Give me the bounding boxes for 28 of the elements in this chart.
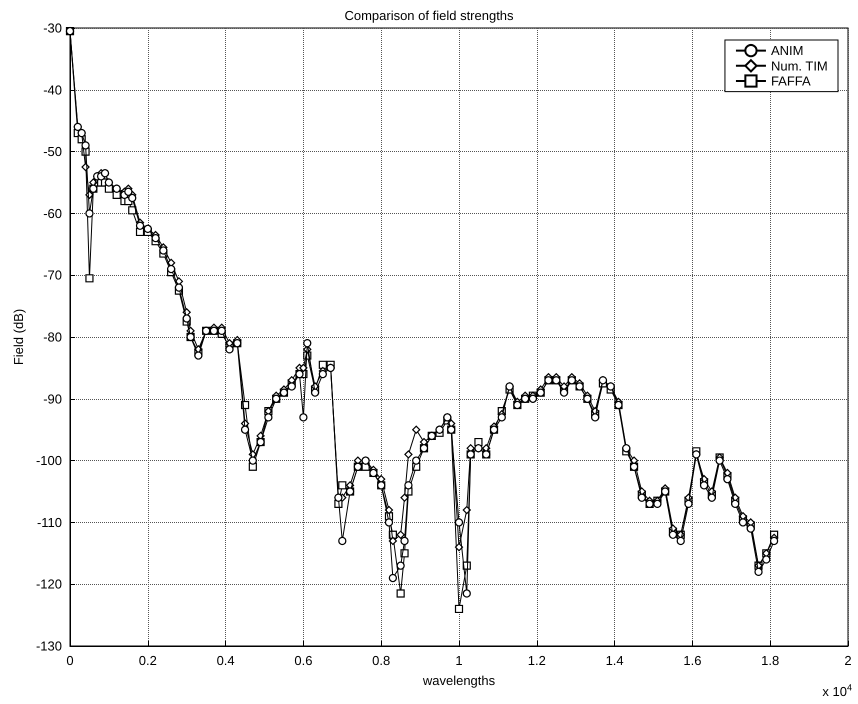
y-tick-label: -100 (36, 453, 62, 468)
x-tick-label: 0.6 (294, 653, 312, 668)
y-tick-label: -90 (43, 391, 62, 406)
x-tick-label: 1.4 (606, 653, 624, 668)
x-tick-label: 1.6 (683, 653, 702, 668)
legend-label: ANIM (770, 43, 804, 58)
x-tick-label: 1.8 (761, 653, 780, 668)
y-tick-label: -50 (43, 144, 62, 160)
x-tick-label: 0.8 (372, 653, 390, 668)
x-tick-label: 1.2 (528, 653, 546, 668)
y-axis-title: Field (dB) (11, 308, 26, 366)
y-tick-label: -120 (36, 576, 62, 592)
y-tick-label: -110 (36, 514, 62, 530)
y-tick-label: -40 (43, 82, 62, 98)
legend-label: Num. TIM (770, 58, 828, 74)
x-axis-title: wavelengths (422, 673, 496, 688)
x-tick-label: 0 (66, 653, 74, 668)
chart-title: Comparison of field strengths (344, 8, 514, 23)
x-tick-label: 1 (455, 653, 463, 668)
y-tick-label: -60 (43, 206, 62, 221)
x-tick-label: 2 (844, 653, 852, 668)
x-tick-label: 0.2 (138, 653, 157, 668)
y-tick-label: -130 (36, 638, 62, 654)
y-tick-label: -30 (43, 20, 62, 36)
legend-label: FAFFA (770, 74, 812, 88)
y-tick-label: -80 (43, 330, 62, 344)
x-tick-label: 0.4 (216, 653, 235, 668)
y-tick-label: -70 (43, 268, 62, 283)
